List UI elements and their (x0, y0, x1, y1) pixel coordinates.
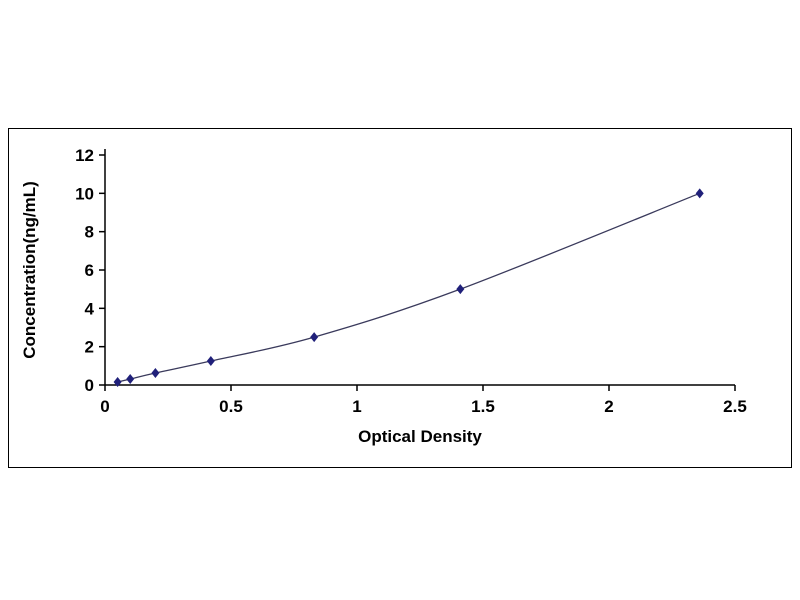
x-tick-label: 0.5 (219, 397, 243, 416)
y-tick-label: 2 (85, 338, 94, 357)
data-point-marker (126, 374, 135, 385)
y-tick-label: 6 (85, 261, 94, 280)
y-tick-label: 4 (85, 299, 95, 318)
data-point-marker (310, 332, 319, 343)
x-tick-label: 1 (352, 397, 361, 416)
standard-curve-chart: Optical Density Concentration(ng/mL) 0 2 4… (20, 146, 747, 446)
x-tick-label: 1.5 (471, 397, 495, 416)
data-point-marker (151, 368, 160, 379)
x-tick-label: 2.5 (723, 397, 747, 416)
y-tick-label: 12 (75, 146, 94, 165)
chart-frame: Optical Density Concentration(ng/mL) 0 2 4… (8, 128, 792, 468)
data-point-marker (206, 356, 215, 367)
data-point-marker (456, 284, 465, 295)
x-tick-label: 0 (100, 397, 109, 416)
data-point-marker (695, 188, 704, 199)
x-axis-title: Optical Density (358, 427, 482, 446)
curve-line (117, 192, 700, 383)
y-tick-label: 8 (85, 223, 94, 242)
y-axis-title: Concentration(ng/mL) (20, 181, 39, 359)
y-tick-label: 0 (85, 376, 94, 395)
x-tick-label: 2 (604, 397, 613, 416)
data-point-marker (113, 377, 122, 388)
y-tick-label: 10 (75, 184, 94, 203)
